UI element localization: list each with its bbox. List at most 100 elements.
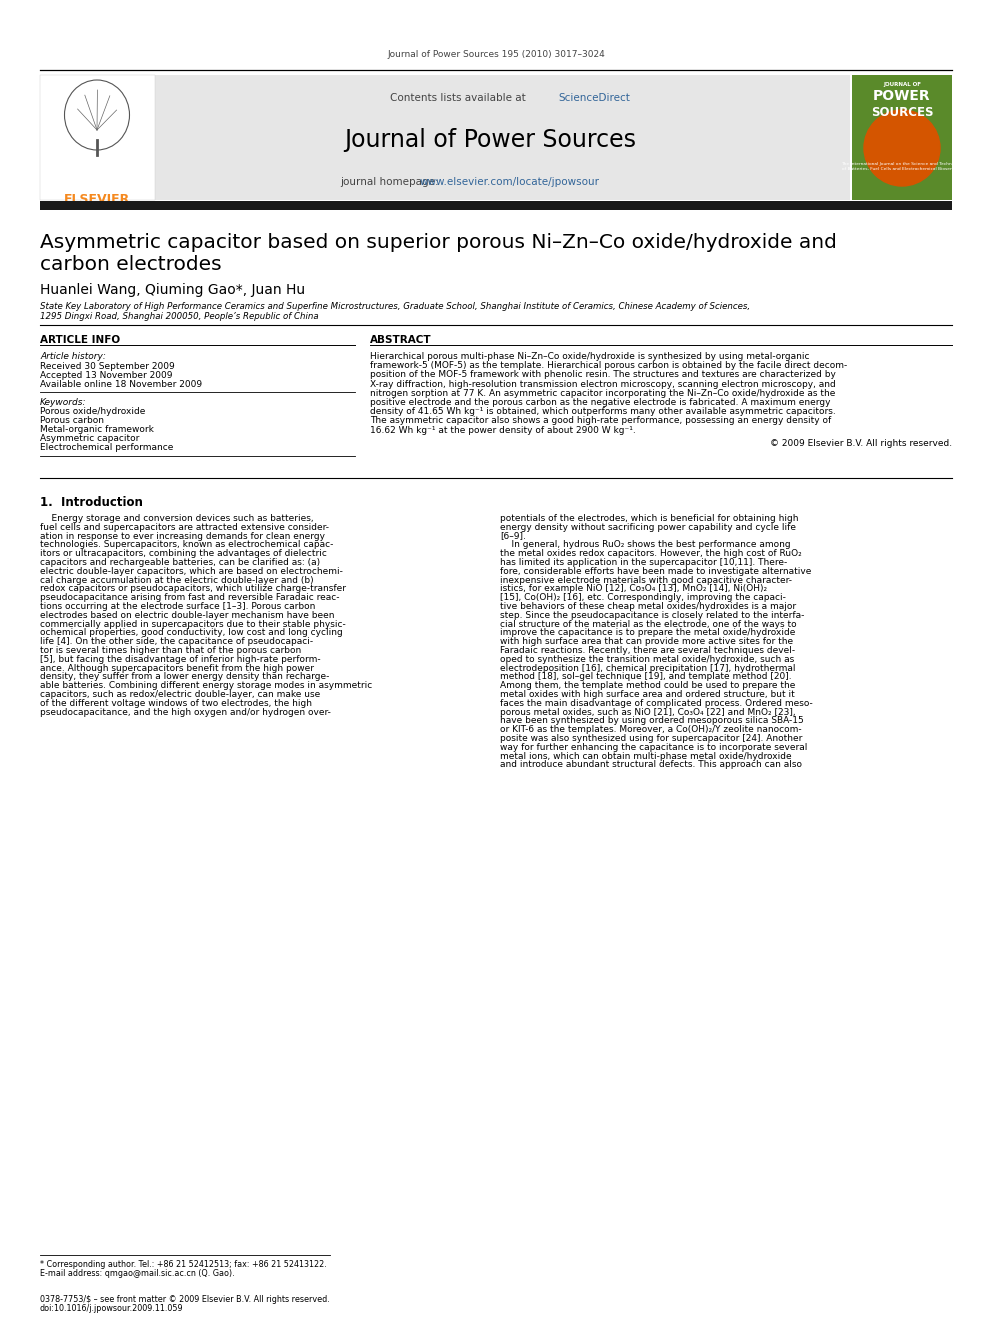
Text: The asymmetric capacitor also shows a good high-rate performance, possessing an : The asymmetric capacitor also shows a go… — [370, 417, 831, 426]
Text: tive behaviors of these cheap metal oxides/hydroxides is a major: tive behaviors of these cheap metal oxid… — [500, 602, 797, 611]
Text: In general, hydrous RuO₂ shows the best performance among: In general, hydrous RuO₂ shows the best … — [500, 540, 791, 549]
Text: 1295 Dingxi Road, Shanghai 200050, People’s Republic of China: 1295 Dingxi Road, Shanghai 200050, Peopl… — [40, 312, 318, 321]
Text: [6–9].: [6–9]. — [500, 532, 526, 541]
Text: step. Since the pseudocapacitance is closely related to the interfa-: step. Since the pseudocapacitance is clo… — [500, 611, 805, 619]
Text: Porous oxide/hydroxide: Porous oxide/hydroxide — [40, 407, 146, 415]
Text: capacitors, such as redox/electric double-layer, can make use: capacitors, such as redox/electric doubl… — [40, 691, 320, 699]
Text: istics, for example NiO [12], Co₃O₄ [13], MnO₂ [14], Ni(OH)₂: istics, for example NiO [12], Co₃O₄ [13]… — [500, 585, 767, 594]
Text: POWER: POWER — [873, 89, 930, 103]
Text: electrodeposition [16], chemical precipitation [17], hydrothermal: electrodeposition [16], chemical precipi… — [500, 664, 796, 672]
Text: metal oxides with high surface area and ordered structure, but it: metal oxides with high surface area and … — [500, 691, 795, 699]
Text: cal charge accumulation at the electric double-layer and (b): cal charge accumulation at the electric … — [40, 576, 313, 585]
Text: redox capacitors or pseudocapacitors, which utilize charge-transfer: redox capacitors or pseudocapacitors, wh… — [40, 585, 346, 594]
Text: fore, considerable efforts have been made to investigate alternative: fore, considerable efforts have been mad… — [500, 566, 811, 576]
Text: tions occurring at the electrode surface [1–3]. Porous carbon: tions occurring at the electrode surface… — [40, 602, 315, 611]
Text: itors or ultracapacitors, combining the advantages of dielectric: itors or ultracapacitors, combining the … — [40, 549, 327, 558]
Text: capacitors and rechargeable batteries, can be clarified as: (a): capacitors and rechargeable batteries, c… — [40, 558, 320, 568]
Text: Electrochemical performance: Electrochemical performance — [40, 443, 174, 452]
Text: posite was also synthesized using for supercapacitor [24]. Another: posite was also synthesized using for su… — [500, 734, 803, 744]
Text: life [4]. On the other side, the capacitance of pseudocapaci-: life [4]. On the other side, the capacit… — [40, 638, 313, 646]
Text: faces the main disadvantage of complicated process. Ordered meso-: faces the main disadvantage of complicat… — [500, 699, 812, 708]
Text: Contents lists available at: Contents lists available at — [390, 93, 529, 103]
Text: pseudocapacitance, and the high oxygen and/or hydrogen over-: pseudocapacitance, and the high oxygen a… — [40, 708, 331, 717]
Text: ochemical properties, good conductivity, low cost and long cycling: ochemical properties, good conductivity,… — [40, 628, 343, 638]
Text: JOURNAL OF: JOURNAL OF — [883, 82, 921, 87]
Text: © 2009 Elsevier B.V. All rights reserved.: © 2009 Elsevier B.V. All rights reserved… — [770, 439, 952, 447]
Text: Metal-organic framework: Metal-organic framework — [40, 425, 154, 434]
Text: Available online 18 November 2009: Available online 18 November 2009 — [40, 380, 202, 389]
Text: positive electrode and the porous carbon as the negative electrode is fabricated: positive electrode and the porous carbon… — [370, 398, 830, 407]
Text: position of the MOF-5 framework with phenolic resin. The structures and textures: position of the MOF-5 framework with phe… — [370, 370, 836, 380]
Text: State Key Laboratory of High Performance Ceramics and Superfine Microstructures,: State Key Laboratory of High Performance… — [40, 302, 750, 311]
Bar — [852, 75, 952, 200]
Text: Accepted 13 November 2009: Accepted 13 November 2009 — [40, 370, 173, 380]
Text: Porous carbon: Porous carbon — [40, 415, 104, 425]
Text: Journal of Power Sources 195 (2010) 3017–3024: Journal of Power Sources 195 (2010) 3017… — [387, 50, 605, 60]
Text: electric double-layer capacitors, which are based on electrochemi-: electric double-layer capacitors, which … — [40, 566, 343, 576]
Text: X-ray diffraction, high-resolution transmission electron microscopy, scanning el: X-ray diffraction, high-resolution trans… — [370, 380, 835, 389]
Text: doi:10.1016/j.jpowsour.2009.11.059: doi:10.1016/j.jpowsour.2009.11.059 — [40, 1304, 184, 1312]
Bar — [40, 75, 155, 200]
Text: [5], but facing the disadvantage of inferior high-rate perform-: [5], but facing the disadvantage of infe… — [40, 655, 320, 664]
Text: * Corresponding author. Tel.: +86 21 52412513; fax: +86 21 52413122.: * Corresponding author. Tel.: +86 21 524… — [40, 1259, 326, 1269]
Text: electrodes based on electric double-layer mechanism have been: electrodes based on electric double-laye… — [40, 611, 334, 619]
Text: improve the capacitance is to prepare the metal oxide/hydroxide: improve the capacitance is to prepare th… — [500, 628, 796, 638]
Text: way for further enhancing the capacitance is to incorporate several: way for further enhancing the capacitanc… — [500, 742, 807, 751]
Text: Faradaic reactions. Recently, there are several techniques devel-: Faradaic reactions. Recently, there are … — [500, 646, 796, 655]
Text: inexpensive electrode materials with good capacitive character-: inexpensive electrode materials with goo… — [500, 576, 792, 585]
Text: ABSTRACT: ABSTRACT — [370, 335, 432, 345]
Text: ation in response to ever increasing demands for clean energy: ation in response to ever increasing dem… — [40, 532, 325, 541]
Text: 1.  Introduction: 1. Introduction — [40, 496, 143, 509]
Text: www.elsevier.com/locate/jpowsour: www.elsevier.com/locate/jpowsour — [420, 177, 600, 187]
Text: The International Journal on the Science and Technology
of Batteries, Fuel Cells: The International Journal on the Science… — [840, 161, 963, 171]
Text: Among them, the template method could be used to prepare the: Among them, the template method could be… — [500, 681, 796, 691]
Text: framework-5 (MOF-5) as the template. Hierarchical porous carbon is obtained by t: framework-5 (MOF-5) as the template. Hie… — [370, 361, 847, 370]
Text: pseudocapacitance arising from fast and reversible Faradaic reac-: pseudocapacitance arising from fast and … — [40, 593, 339, 602]
Text: Article history:: Article history: — [40, 352, 106, 361]
Text: commercially applied in supercapacitors due to their stable physic-: commercially applied in supercapacitors … — [40, 619, 346, 628]
Text: 0378-7753/$ – see front matter © 2009 Elsevier B.V. All rights reserved.: 0378-7753/$ – see front matter © 2009 El… — [40, 1295, 329, 1304]
Text: Received 30 September 2009: Received 30 September 2009 — [40, 363, 175, 370]
Text: 16.62 Wh kg⁻¹ at the power density of about 2900 W kg⁻¹.: 16.62 Wh kg⁻¹ at the power density of ab… — [370, 426, 636, 434]
Text: nitrogen sorption at 77 K. An asymmetric capacitor incorporating the Ni–Zn–Co ox: nitrogen sorption at 77 K. An asymmetric… — [370, 389, 835, 398]
Text: ELSEVIER: ELSEVIER — [63, 193, 130, 206]
Circle shape — [864, 110, 940, 187]
Text: density of 41.65 Wh kg⁻¹ is obtained, which outperforms many other available asy: density of 41.65 Wh kg⁻¹ is obtained, wh… — [370, 407, 835, 417]
Bar — [40, 201, 952, 210]
Text: and introduce abundant structural defects. This approach can also: and introduce abundant structural defect… — [500, 761, 802, 770]
Text: Asymmetric capacitor based on superior porous Ni–Zn–Co oxide/hydroxide and: Asymmetric capacitor based on superior p… — [40, 233, 837, 251]
Text: the metal oxides redox capacitors. However, the high cost of RuO₂: the metal oxides redox capacitors. Howev… — [500, 549, 802, 558]
Text: density, they suffer from a lower energy density than recharge-: density, they suffer from a lower energy… — [40, 672, 329, 681]
Bar — [155, 75, 850, 200]
Text: ARTICLE INFO: ARTICLE INFO — [40, 335, 120, 345]
Text: method [18], sol–gel technique [19], and template method [20].: method [18], sol–gel technique [19], and… — [500, 672, 792, 681]
Text: of the different voltage windows of two electrodes, the high: of the different voltage windows of two … — [40, 699, 312, 708]
Text: with high surface area that can provide more active sites for the: with high surface area that can provide … — [500, 638, 794, 646]
Text: potentials of the electrodes, which is beneficial for obtaining high: potentials of the electrodes, which is b… — [500, 515, 799, 523]
Text: Huanlei Wang, Qiuming Gao*, Juan Hu: Huanlei Wang, Qiuming Gao*, Juan Hu — [40, 283, 306, 296]
Text: have been synthesized by using ordered mesoporous silica SBA-15: have been synthesized by using ordered m… — [500, 716, 804, 725]
Text: able batteries. Combining different energy storage modes in asymmetric: able batteries. Combining different ener… — [40, 681, 372, 691]
Text: has limited its application in the supercapacitor [10,11]. There-: has limited its application in the super… — [500, 558, 788, 568]
Text: technologies. Supercapacitors, known as electrochemical capac-: technologies. Supercapacitors, known as … — [40, 540, 333, 549]
Text: ScienceDirect: ScienceDirect — [558, 93, 630, 103]
Text: [15], Co(OH)₂ [16], etc. Correspondingly, improving the capaci-: [15], Co(OH)₂ [16], etc. Correspondingly… — [500, 593, 786, 602]
Text: Energy storage and conversion devices such as batteries,: Energy storage and conversion devices su… — [40, 515, 313, 523]
Text: Journal of Power Sources: Journal of Power Sources — [344, 128, 636, 152]
Text: Keywords:: Keywords: — [40, 398, 86, 407]
Text: energy density without sacrificing power capability and cycle life: energy density without sacrificing power… — [500, 523, 796, 532]
Text: porous metal oxides, such as NiO [21], Co₃O₄ [22] and MnO₂ [23],: porous metal oxides, such as NiO [21], C… — [500, 708, 796, 717]
Text: cial structure of the material as the electrode, one of the ways to: cial structure of the material as the el… — [500, 619, 797, 628]
Text: or KIT-6 as the templates. Moreover, a Co(OH)₂/Y zeolite nanocom-: or KIT-6 as the templates. Moreover, a C… — [500, 725, 802, 734]
Text: ance. Although supercapacitors benefit from the high power: ance. Although supercapacitors benefit f… — [40, 664, 314, 672]
Text: metal ions, which can obtain multi-phase metal oxide/hydroxide: metal ions, which can obtain multi-phase… — [500, 751, 792, 761]
Text: fuel cells and supercapacitors are attracted extensive consider-: fuel cells and supercapacitors are attra… — [40, 523, 329, 532]
Text: E-mail address: qmgao@mail.sic.ac.cn (Q. Gao).: E-mail address: qmgao@mail.sic.ac.cn (Q.… — [40, 1269, 235, 1278]
Text: SOURCES: SOURCES — [871, 106, 933, 119]
Text: Hierarchical porous multi-phase Ni–Zn–Co oxide/hydroxide is synthesized by using: Hierarchical porous multi-phase Ni–Zn–Co… — [370, 352, 809, 361]
Text: oped to synthesize the transition metal oxide/hydroxide, such as: oped to synthesize the transition metal … — [500, 655, 795, 664]
Text: journal homepage:: journal homepage: — [340, 177, 441, 187]
Text: Asymmetric capacitor: Asymmetric capacitor — [40, 434, 139, 443]
Text: tor is several times higher than that of the porous carbon: tor is several times higher than that of… — [40, 646, 302, 655]
Text: carbon electrodes: carbon electrodes — [40, 255, 221, 274]
